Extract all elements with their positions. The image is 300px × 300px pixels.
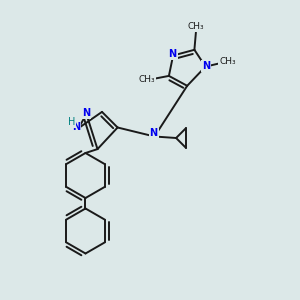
Text: CH₃: CH₃ bbox=[188, 22, 205, 31]
Text: CH₃: CH₃ bbox=[138, 75, 155, 84]
Text: N: N bbox=[82, 108, 90, 118]
Text: N: N bbox=[72, 122, 80, 133]
Text: N: N bbox=[149, 128, 158, 139]
Text: N: N bbox=[202, 61, 210, 71]
Text: CH₃: CH₃ bbox=[219, 57, 236, 66]
Text: N: N bbox=[168, 49, 177, 59]
Text: H: H bbox=[68, 117, 75, 127]
